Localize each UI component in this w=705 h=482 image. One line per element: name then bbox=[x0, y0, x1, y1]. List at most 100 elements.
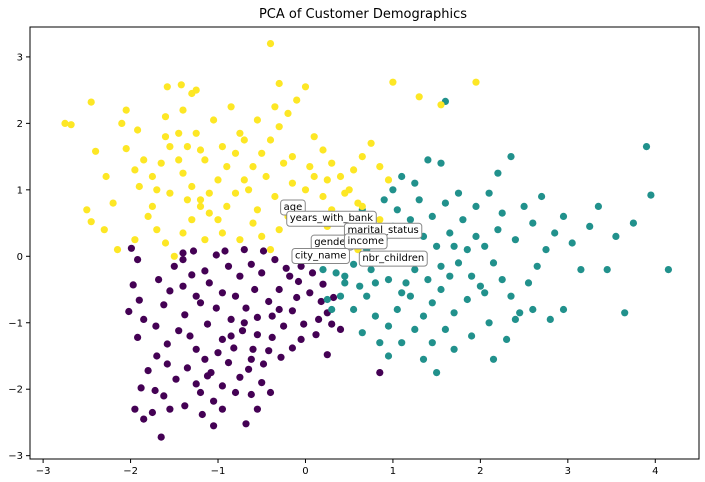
data-point bbox=[411, 266, 419, 274]
data-point bbox=[160, 301, 168, 309]
data-point bbox=[198, 410, 206, 419]
data-point bbox=[336, 325, 345, 333]
data-point bbox=[262, 172, 270, 181]
data-point bbox=[179, 229, 187, 237]
data-point bbox=[224, 262, 233, 270]
annotation-box bbox=[291, 247, 350, 264]
data-point bbox=[293, 293, 301, 302]
data-point bbox=[242, 304, 250, 312]
data-point bbox=[481, 242, 489, 250]
x-tick-label: 1 bbox=[390, 466, 396, 477]
data-point bbox=[459, 216, 467, 224]
data-point bbox=[594, 202, 603, 210]
y-axis-ticks: −3 −2 −1 0 1 2 3 bbox=[8, 52, 30, 462]
data-point bbox=[406, 292, 414, 300]
data-point bbox=[568, 239, 576, 247]
annotation-label: nbr_children bbox=[358, 250, 428, 267]
data-point bbox=[559, 212, 568, 220]
data-point bbox=[336, 292, 345, 300]
data-point bbox=[511, 236, 519, 244]
data-point bbox=[179, 256, 187, 264]
data-point bbox=[92, 147, 100, 155]
data-point bbox=[266, 136, 275, 144]
data-point bbox=[259, 247, 268, 255]
data-point bbox=[441, 325, 449, 333]
data-point bbox=[196, 388, 205, 397]
data-point bbox=[612, 232, 620, 240]
y-tick-label: 1 bbox=[17, 185, 23, 196]
data-point bbox=[240, 136, 248, 144]
data-point bbox=[214, 216, 222, 224]
data-point bbox=[275, 226, 283, 234]
data-point bbox=[503, 335, 511, 343]
data-point bbox=[306, 289, 314, 297]
data-point bbox=[446, 272, 454, 280]
data-point bbox=[350, 305, 358, 314]
data-point bbox=[227, 315, 235, 323]
data-point bbox=[328, 305, 336, 314]
data-point bbox=[468, 332, 476, 340]
data-point bbox=[179, 282, 187, 290]
data-point bbox=[175, 327, 183, 335]
data-point bbox=[134, 126, 142, 134]
data-point bbox=[472, 202, 480, 210]
x-tick-label: −3 bbox=[36, 466, 51, 477]
data-point bbox=[380, 196, 388, 204]
data-point bbox=[166, 143, 174, 151]
data-point bbox=[236, 272, 244, 280]
annotation-text: nbr_children bbox=[362, 253, 424, 264]
data-point bbox=[218, 382, 226, 390]
data-point bbox=[310, 133, 318, 141]
data-point bbox=[161, 113, 170, 121]
data-point bbox=[201, 355, 209, 363]
data-point bbox=[297, 335, 305, 343]
data-point bbox=[144, 212, 152, 220]
data-point bbox=[341, 189, 349, 197]
data-point bbox=[350, 260, 358, 268]
data-point bbox=[67, 121, 75, 129]
data-point bbox=[258, 149, 266, 157]
y-tick-label: −2 bbox=[8, 385, 23, 396]
data-point bbox=[411, 179, 419, 187]
data-point bbox=[218, 405, 226, 413]
annotation-box bbox=[358, 250, 428, 267]
data-point bbox=[319, 146, 327, 154]
data-point bbox=[188, 216, 196, 224]
data-point bbox=[323, 351, 331, 359]
data-point bbox=[450, 242, 458, 250]
data-point bbox=[437, 101, 445, 109]
data-point bbox=[227, 332, 235, 340]
annotation-text: gender bbox=[314, 237, 350, 248]
data-point bbox=[454, 259, 463, 267]
data-point bbox=[129, 281, 137, 289]
data-point bbox=[277, 353, 285, 361]
data-point bbox=[203, 372, 212, 380]
data-point bbox=[428, 299, 436, 307]
data-point bbox=[238, 327, 247, 335]
data-point bbox=[384, 176, 393, 184]
data-point bbox=[163, 340, 171, 348]
data-point bbox=[163, 83, 171, 91]
annotations: ageyears_with_bankmarital_statusgenderin… bbox=[280, 199, 428, 267]
data-point bbox=[306, 163, 314, 171]
data-point bbox=[275, 79, 283, 88]
data-point bbox=[266, 388, 275, 397]
data-point bbox=[188, 182, 196, 191]
data-point bbox=[424, 156, 432, 164]
data-point bbox=[214, 349, 222, 357]
data-point bbox=[188, 271, 196, 279]
y-tick-label: −1 bbox=[8, 318, 23, 329]
data-point bbox=[242, 420, 250, 428]
data-point bbox=[358, 329, 366, 337]
data-point bbox=[529, 305, 537, 314]
data-point bbox=[152, 322, 160, 330]
data-point bbox=[249, 219, 257, 227]
data-points bbox=[61, 40, 673, 441]
data-point bbox=[463, 246, 471, 254]
data-point bbox=[406, 216, 414, 224]
y-tick-label: 0 bbox=[17, 252, 23, 263]
data-point bbox=[415, 196, 423, 204]
data-point bbox=[310, 172, 318, 181]
data-point bbox=[218, 289, 226, 297]
data-point bbox=[328, 159, 336, 167]
